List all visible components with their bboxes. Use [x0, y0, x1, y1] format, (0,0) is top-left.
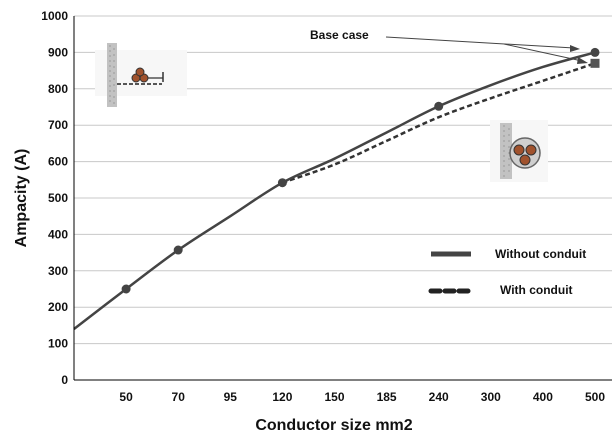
y-tick-labels: 0 100 200 300 400 500 600 700 800 900 1000: [41, 9, 68, 387]
y-tick-label: 400: [48, 227, 68, 241]
x-tick-label: 95: [224, 390, 238, 404]
legend: Without conduit With conduit: [428, 247, 586, 297]
data-point-with-conduit: [590, 58, 600, 68]
y-tick-label: 800: [48, 82, 68, 96]
legend-label-without-conduit: Without conduit: [495, 247, 586, 261]
y-tick-label: 300: [48, 264, 68, 278]
series-layer: [73, 47, 600, 331]
x-tick-label: 300: [481, 390, 501, 404]
legend-label-with-conduit: With conduit: [500, 283, 573, 297]
base-case-annotation: Base case: [310, 28, 588, 64]
x-tick-label: 150: [324, 390, 344, 404]
y-tick-label: 100: [48, 337, 68, 351]
x-tick-label: 500: [585, 390, 605, 404]
base-case-label: Base case: [310, 28, 369, 42]
x-tick-labels: 50 70 95 120 150 185 240 300 400 500: [119, 390, 605, 404]
data-point-without-conduit: [434, 101, 444, 111]
x-tick-label: 120: [272, 390, 292, 404]
data-point-without-conduit: [277, 178, 287, 188]
y-tick-label: 500: [48, 191, 68, 205]
base-case-arrow-2: [503, 43, 583, 62]
y-axis-title: Ampacity (A): [13, 149, 30, 248]
series-line-with-conduit: [281, 62, 596, 184]
cable-in-conduit-icon: [490, 120, 548, 182]
x-tick-label: 50: [119, 390, 133, 404]
y-tick-label: 200: [48, 300, 68, 314]
y-tick-label: 600: [48, 155, 68, 169]
y-tick-label: 900: [48, 45, 68, 59]
data-point-without-conduit: [590, 47, 600, 57]
x-tick-label: 185: [377, 390, 397, 404]
y-tick-label: 700: [48, 118, 68, 132]
y-tick-label: 0: [61, 373, 68, 387]
cable-trefoil-wall-icon: [95, 43, 187, 107]
data-point-without-conduit: [173, 245, 183, 255]
x-tick-label: 400: [533, 390, 553, 404]
x-axis-title: Conductor size mm2: [255, 417, 412, 434]
series-line-without-conduit: [73, 51, 596, 331]
x-tick-label: 240: [429, 390, 449, 404]
x-tick-label: 70: [172, 390, 186, 404]
base-case-arrowhead-2: [577, 57, 588, 64]
base-case-arrowhead-1: [570, 45, 580, 52]
data-point-without-conduit: [121, 284, 131, 294]
y-tick-label: 1000: [41, 9, 68, 23]
base-case-arrow-1: [385, 36, 575, 49]
